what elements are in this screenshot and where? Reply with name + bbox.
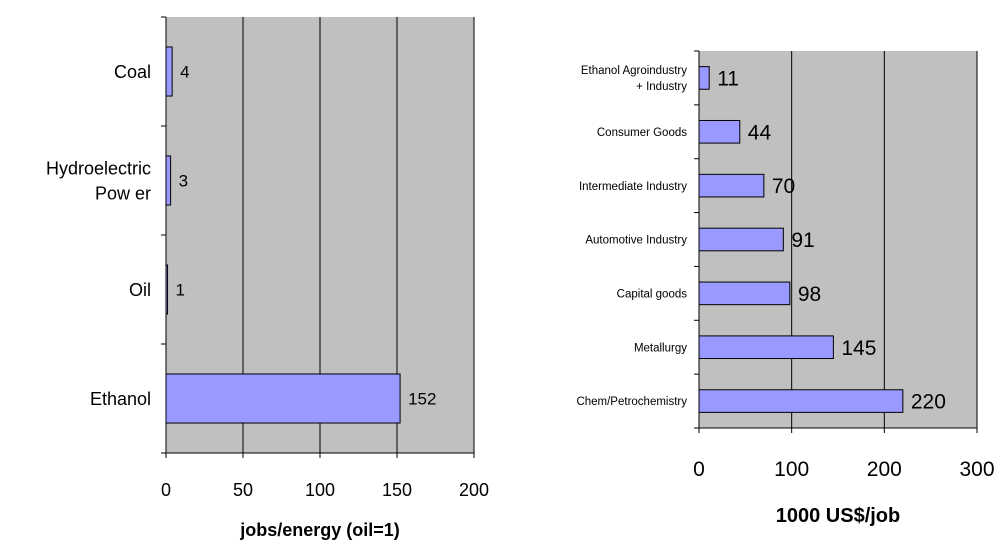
data-label: 44 bbox=[748, 121, 772, 144]
category-label: Metallurgy bbox=[634, 342, 687, 354]
bar bbox=[165, 264, 169, 315]
category-label-line: Ethanol bbox=[90, 389, 151, 409]
bar bbox=[165, 46, 173, 97]
x-tick-label: 200 bbox=[867, 458, 902, 481]
category-label: Consumer Goods bbox=[597, 127, 687, 139]
data-label: 70 bbox=[772, 175, 795, 198]
category-label: Ethanol bbox=[90, 389, 151, 409]
category-label-line: Chem/Petrochemistry bbox=[576, 396, 687, 408]
x-tick-label: 100 bbox=[305, 480, 335, 500]
category-label: Intermediate Industry bbox=[579, 181, 687, 193]
category-label-line: Ethanol Agroindustry bbox=[581, 65, 687, 77]
data-label: 145 bbox=[841, 337, 876, 360]
category-label-line: Oil bbox=[129, 280, 151, 300]
bar bbox=[165, 155, 172, 206]
category-label: Capital goods bbox=[617, 288, 688, 300]
x-axis-title: 1000 US$/job bbox=[776, 505, 901, 527]
data-label: 4 bbox=[180, 63, 189, 82]
bar bbox=[698, 66, 710, 90]
data-label: 152 bbox=[408, 390, 436, 409]
category-label-line: Capital goods bbox=[617, 288, 688, 300]
chart-2: 0 100 200 300 11 Ethanol Agroindustry + Indust… bbox=[576, 50, 995, 527]
category-label-line: Coal bbox=[114, 62, 151, 82]
x-tick-label: 100 bbox=[774, 458, 809, 481]
category-label-line: Consumer Goods bbox=[597, 127, 687, 139]
bar bbox=[698, 119, 741, 144]
bar bbox=[698, 389, 904, 413]
category-label: Ethanol Agroindustry + Industry bbox=[581, 65, 687, 93]
bar bbox=[698, 227, 784, 252]
category-label-line: Metallurgy bbox=[634, 342, 687, 354]
category-label-line: + Industry bbox=[636, 81, 687, 93]
data-label: 11 bbox=[717, 67, 739, 90]
x-tick-label: 200 bbox=[459, 480, 489, 500]
x-tick-label: 0 bbox=[161, 480, 171, 500]
x-tick-label: 300 bbox=[959, 458, 994, 481]
category-label-line: Hydroelectric bbox=[46, 158, 151, 178]
data-label: 3 bbox=[179, 172, 188, 191]
data-label: 220 bbox=[911, 391, 946, 414]
x-axis-title: jobs/energy (oil=1) bbox=[239, 520, 400, 540]
x-tick-label: 0 bbox=[693, 458, 705, 481]
bar bbox=[698, 173, 765, 198]
data-label: 91 bbox=[791, 229, 814, 252]
data-label: 1 bbox=[176, 281, 185, 300]
category-label: Oil bbox=[129, 280, 151, 300]
category-label: Hydroelectric Pow er bbox=[46, 158, 151, 203]
x-tick-label: 50 bbox=[233, 480, 253, 500]
category-label-line: Intermediate Industry bbox=[579, 181, 687, 193]
category-label-line: Automotive Industry bbox=[585, 235, 687, 247]
chart-1: 0 50 100 150 200 4 Coal 3 Hydroelectric Pow er 1 Oi… bbox=[46, 16, 489, 540]
category-label-line: Pow er bbox=[95, 183, 151, 203]
category-label: Chem/Petrochemistry bbox=[576, 396, 687, 408]
bar bbox=[698, 281, 791, 306]
bar bbox=[698, 335, 834, 360]
category-label: Coal bbox=[114, 62, 151, 82]
x-tick-label: 150 bbox=[382, 480, 412, 500]
bar bbox=[165, 373, 401, 424]
data-label: 98 bbox=[798, 283, 821, 306]
category-label: Automotive Industry bbox=[585, 235, 687, 247]
